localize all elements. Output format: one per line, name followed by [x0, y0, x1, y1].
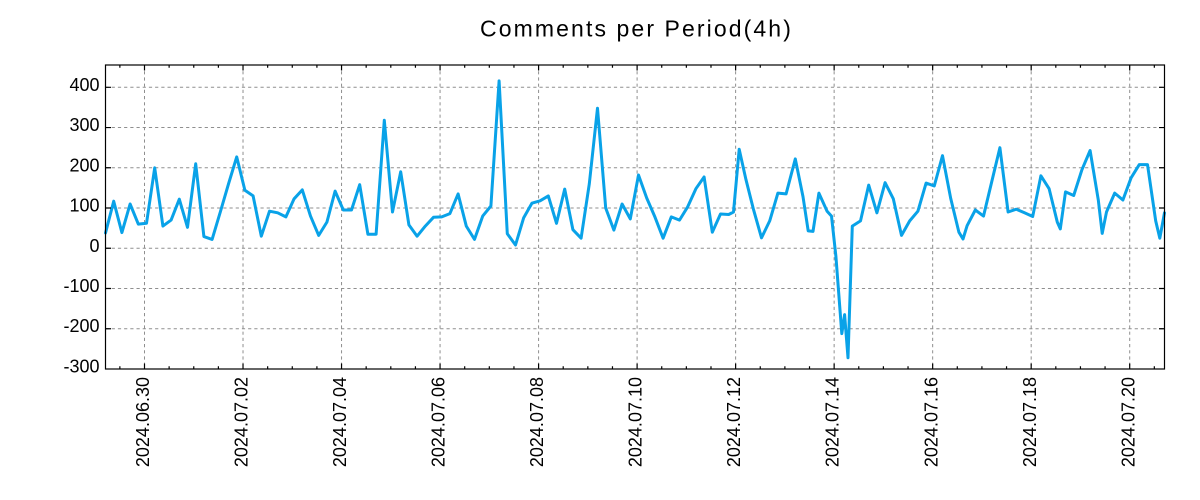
svg-text:200: 200 — [69, 155, 99, 175]
svg-text:0: 0 — [89, 236, 99, 256]
svg-text:Comments per Period(4h): Comments per Period(4h) — [480, 16, 793, 42]
svg-text:-100: -100 — [63, 276, 99, 296]
svg-text:300: 300 — [69, 115, 99, 135]
svg-text:2024.07.14: 2024.07.14 — [823, 377, 843, 467]
svg-text:2024.07.20: 2024.07.20 — [1118, 377, 1138, 467]
svg-text:2024.07.18: 2024.07.18 — [1020, 377, 1040, 467]
svg-text:100: 100 — [69, 196, 99, 216]
svg-text:400: 400 — [69, 75, 99, 95]
svg-text:2024.07.08: 2024.07.08 — [527, 377, 547, 467]
svg-text:2024.07.16: 2024.07.16 — [921, 377, 941, 467]
svg-text:2024.07.06: 2024.07.06 — [429, 377, 449, 467]
svg-text:2024.07.02: 2024.07.02 — [232, 377, 252, 467]
svg-text:-200: -200 — [63, 316, 99, 336]
svg-text:2024.07.04: 2024.07.04 — [330, 377, 350, 467]
svg-text:2024.07.10: 2024.07.10 — [626, 377, 646, 467]
svg-text:2024.06.30: 2024.06.30 — [133, 377, 153, 467]
svg-text:2024.07.12: 2024.07.12 — [724, 377, 744, 467]
svg-text:-300: -300 — [63, 357, 99, 377]
